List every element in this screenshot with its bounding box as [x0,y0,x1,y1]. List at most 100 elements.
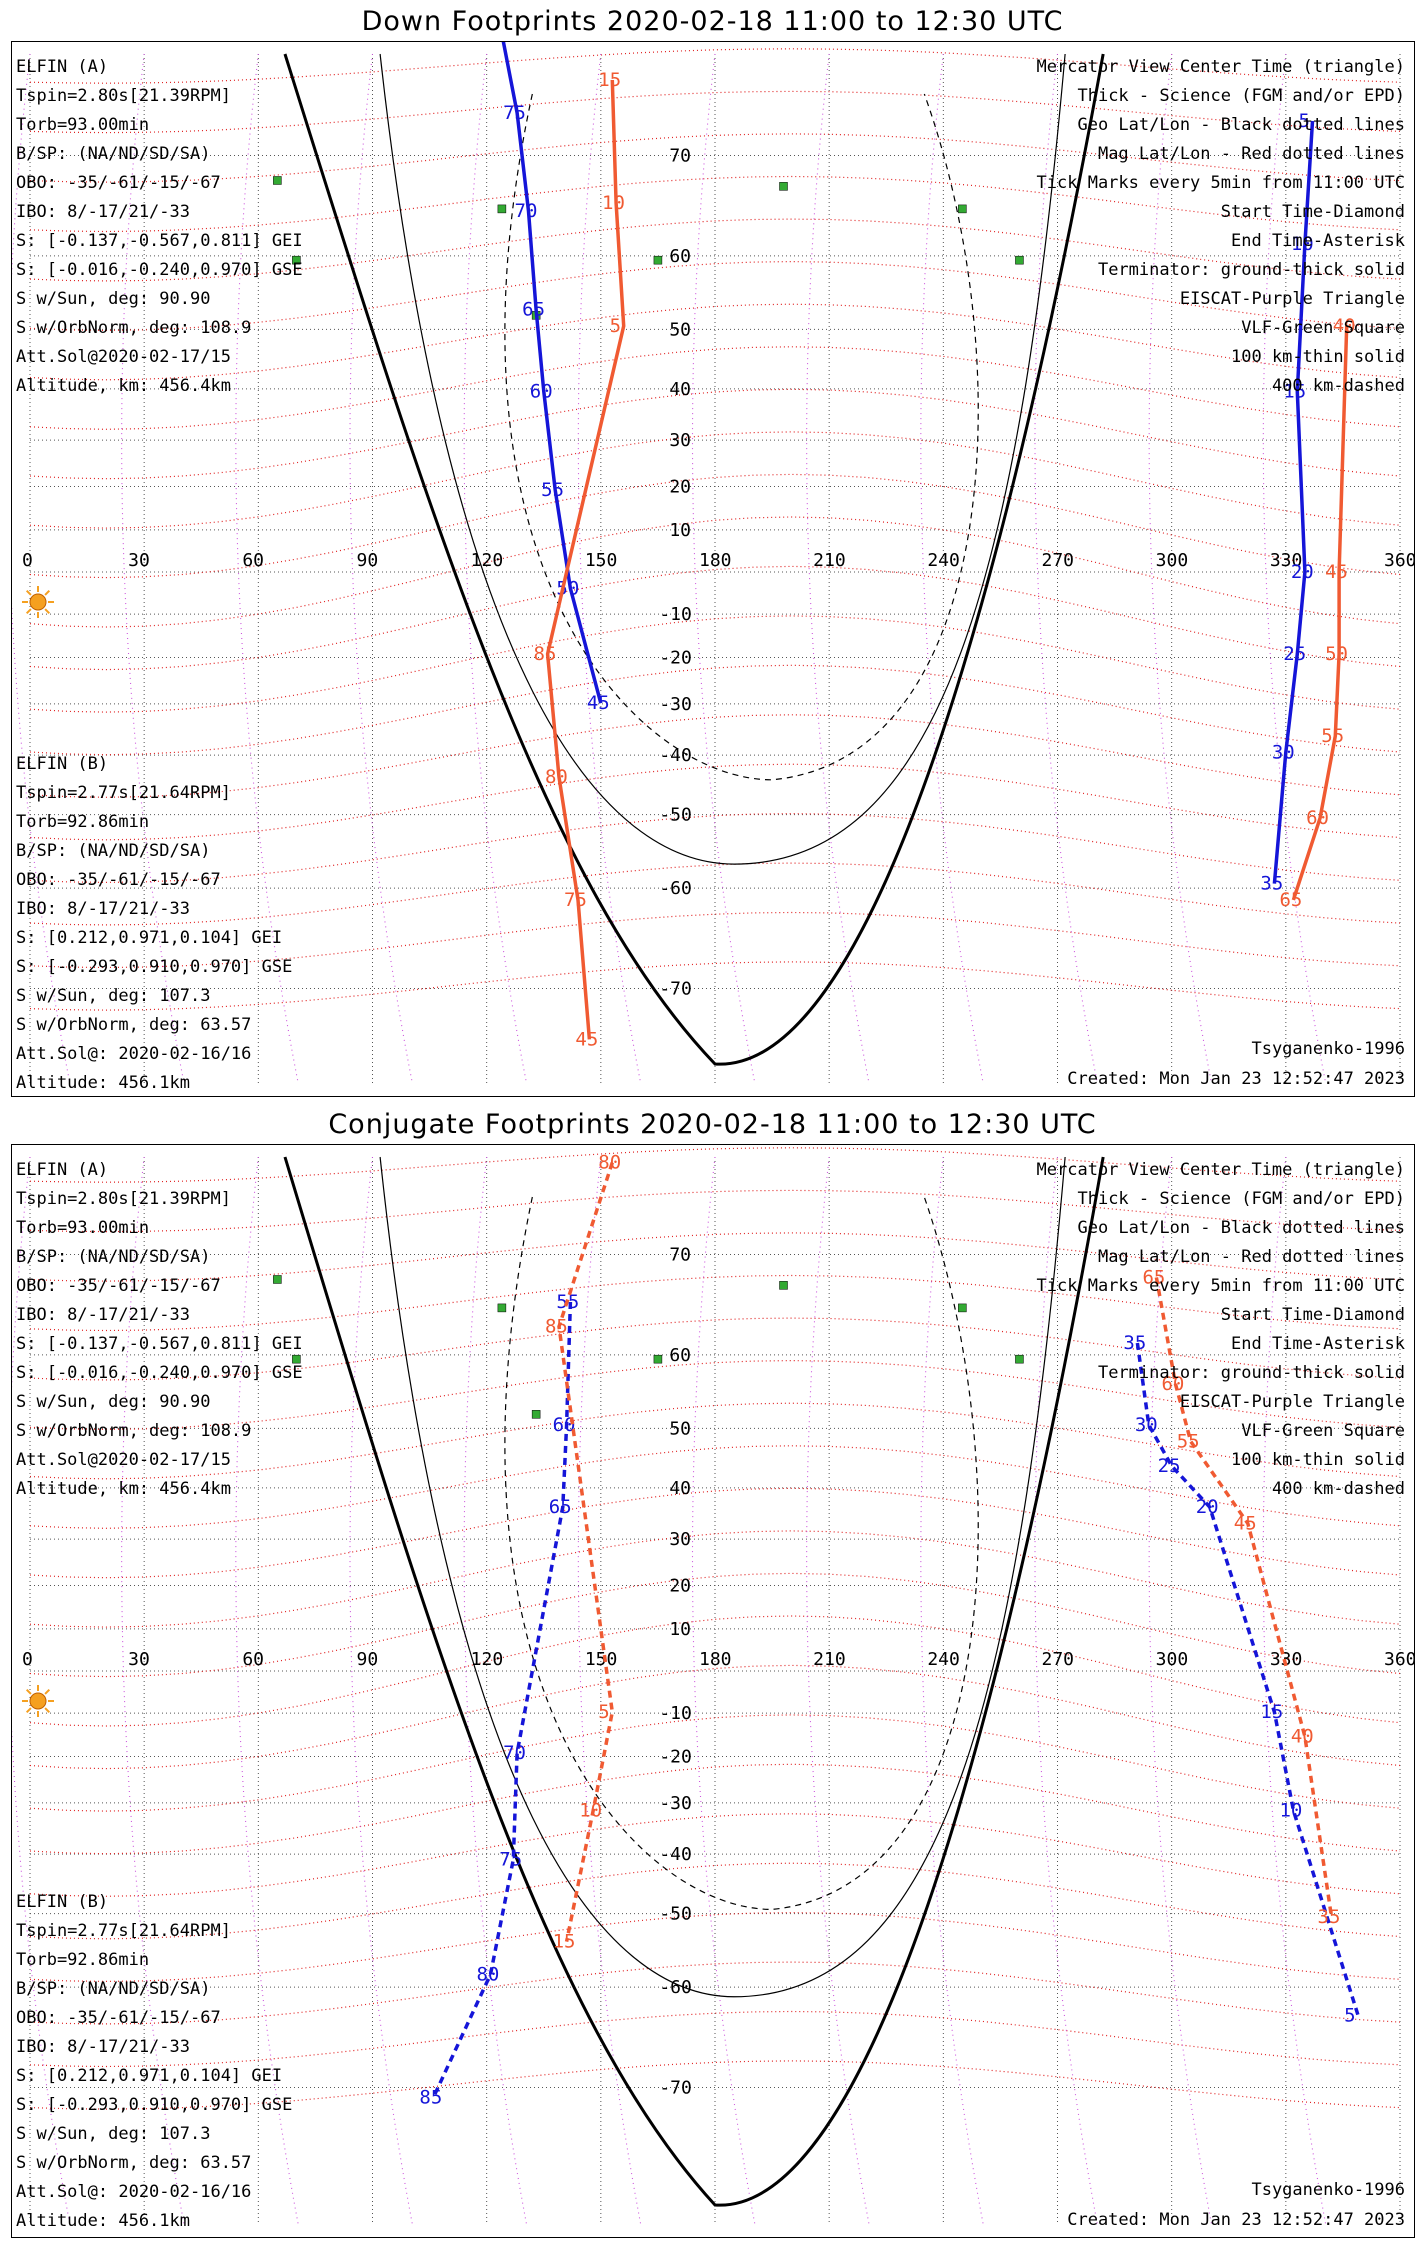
lat-tick-label: -20 [659,648,692,669]
mag-lon-line [1148,1156,1213,2226]
mag-lon-line [121,53,185,1085]
x-tick-label: 150 [585,1649,618,1670]
mag-lat-line [29,1911,1401,1983]
legend-entry: Mag Lat/Lon - Red dotted lines [1098,144,1405,164]
x-tick-label: 0 [22,1649,33,1670]
elfin-b-title: ELFIN (B) [16,1892,108,1912]
legend-entry: Geo Lat/Lon - Black dotted lines [1077,115,1405,135]
terminator-400km [504,1196,979,1911]
vlf-square-icon [653,1354,663,1364]
lat-tick-label: -20 [659,1747,692,1768]
elfin-a-info: S: [-0.016,-0.240,0.970] GSE [16,260,303,280]
sun-ray [44,608,51,615]
x-tick-label: 300 [1156,550,1189,571]
sun-ray [44,589,51,596]
footprint-track [557,1162,615,1942]
elfin-b-info: S: [-0.293,0.910,0.970] GSE [16,957,292,977]
elfin-a-info: S: [-0.137,-0.567,0.811] GEI [16,231,303,251]
mag-lat-line [29,1189,1401,1233]
elfin-b-info: S: [0.212,0.971,0.104] GEI [16,928,282,948]
mag-lon-line [463,53,528,1085]
model-credit: Tsyganenko-1996 [1251,2180,1405,2200]
legend-entry: EISCAT-Purple Triangle [1180,1392,1405,1412]
x-tick-label: 180 [699,550,732,571]
legend-entry: Tick Marks every 5min from 11:00 UTC [1037,1276,1405,1296]
vlf-square-icon [273,1275,282,1284]
tick-mark-label: 45 [1234,1512,1257,1534]
mag-lon-line [691,53,756,1085]
lat-tick-label: 30 [669,430,691,451]
tick-mark-label: 5 [598,1701,609,1723]
mag-lat-line [29,1530,1401,1628]
mag-lon-line [1034,1156,1099,2226]
legend-entry: Start Time-Diamond [1221,1305,1405,1325]
mag-lat-line [29,763,1401,841]
elfin-a-info: Att.Sol@2020-02-17/15 [16,1450,231,1470]
x-tick-label: 60 [242,550,264,571]
mag-lat-line [29,961,1401,1011]
legend-entry: Tick Marks every 5min from 11:00 UTC [1037,173,1405,193]
vlf-square-icon [497,204,507,214]
lat-tick-label: -70 [659,2077,692,2098]
lat-tick-label: 60 [669,246,691,267]
x-tick-label: 90 [357,550,379,571]
tick-mark-label: 85 [534,643,557,665]
elfin-a-info: Torb=93.00min [16,115,149,135]
mag-lon-line [920,1156,984,2226]
tick-mark-label: 75 [564,889,587,911]
elfin-a-info: S: [-0.137,-0.567,0.811] GEI [16,1334,303,1354]
legend-entry: Mercator View Center Time (triangle) [1037,1160,1405,1180]
sun-icon [29,1692,47,1710]
x-tick-label: 30 [128,550,150,571]
tick-mark-label: 65 [522,299,545,321]
elfin-b-info: Tspin=2.77s[21.64RPM] [16,1921,231,1941]
footprint-track [545,79,626,1040]
lat-tick-label: -30 [659,1793,692,1814]
footprint-track [1291,325,1349,901]
tick-mark-label: 5 [1344,2004,1355,2026]
mag-lat-line [29,346,1401,430]
footprint-track [1135,1342,1360,2016]
elfin-b-info: S: [0.212,0.971,0.104] GEI [16,2066,282,2086]
vlf-square-icon [292,1354,301,1364]
x-tick-label: 270 [1042,1649,1075,1670]
tick-mark-label: 85 [545,1316,568,1338]
tick-mark-label: 15 [553,1931,576,1953]
mag-lat-line [29,615,1401,713]
lat-tick-label: -10 [659,604,692,625]
x-tick-label: 150 [585,550,618,571]
tick-mark-label: 55 [541,479,564,501]
tick-mark-label: 45 [575,1028,598,1050]
vlf-square-icon [779,1281,788,1290]
tick-mark-label: 75 [499,1849,522,1871]
tick-mark-label: 10 [1291,233,1314,255]
tick-mark-label: 85 [419,2086,442,2108]
legend-entry: Terminator: ground-thick solid [1098,1363,1405,1383]
elfin-b-info: B/SP: (NA/ND/SD/SA) [16,1979,210,1999]
x-tick-label: 330 [1270,550,1303,571]
lat-tick-label: -40 [659,1844,692,1865]
x-tick-label: 300 [1156,1649,1189,1670]
x-tick-label: 0 [22,550,33,571]
mag-lat-line [29,1813,1401,1897]
tick-mark-label: 15 [598,69,621,91]
mag-lat-line [29,431,1401,529]
elfin-a-info: IBO: 8/-17/21/-33 [16,202,190,222]
mag-lat-line [29,1487,1401,1579]
footprint-track [492,0,603,704]
mag-lat-line [29,1664,1401,1770]
lat-tick-label: -60 [659,1977,692,1998]
mag-lon-line [1034,53,1099,1085]
mag-lon-line [920,53,984,1085]
elfin-a-info: Tspin=2.80s[21.39RPM] [16,1189,231,1209]
lat-tick-label: 10 [669,520,691,541]
chart-panel: 0 30 60 90 120 150 180 210 240 270 300 330 360 70 60 50… [6,1144,1417,2238]
legend-entry: Mag Lat/Lon - Red dotted lines [1098,1247,1405,1267]
sun-ray [25,1688,32,1695]
tick-mark-label: 30 [1272,741,1295,763]
tick-mark-label: 45 [1325,561,1348,583]
mag-lat-line [29,812,1401,884]
elfin-a-info: Altitude, km: 456.4km [16,376,231,396]
x-tick-label: 180 [699,1649,732,1670]
tick-mark-label: 20 [1196,1496,1219,1518]
